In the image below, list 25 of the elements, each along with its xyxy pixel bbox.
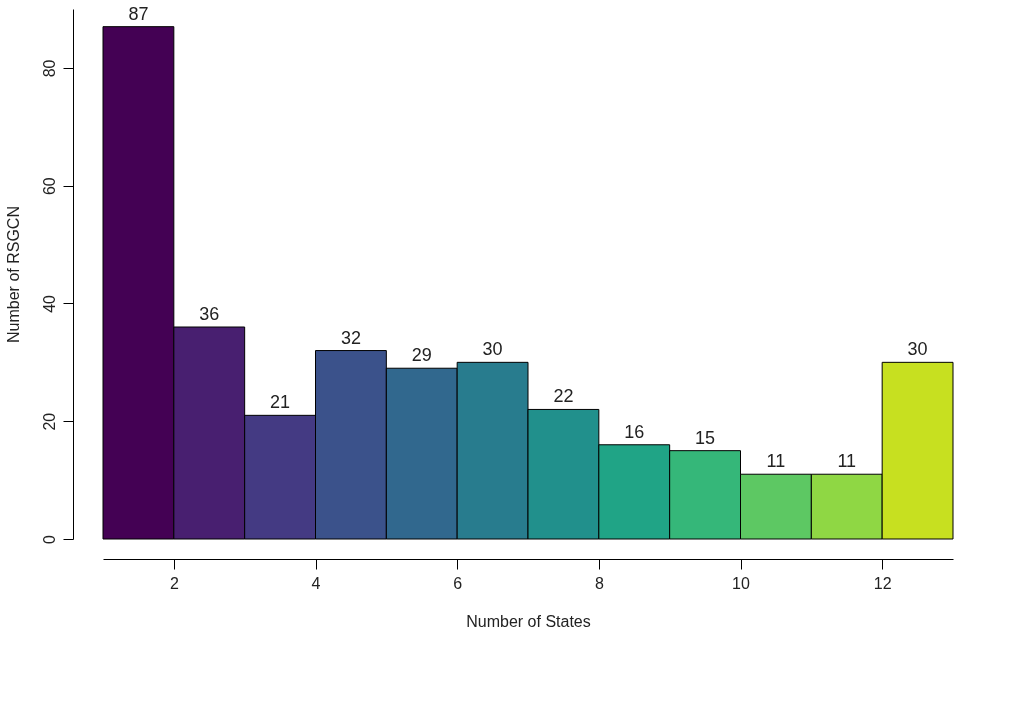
y-axis-title: Number of RSGCN: [4, 206, 22, 343]
x-tick-label: 12: [873, 574, 892, 592]
y-tick-label: 0: [40, 534, 58, 544]
y-tick-label: 20: [40, 412, 58, 431]
x-axis-title: Number of States: [466, 612, 591, 630]
data-label: 30: [907, 339, 928, 360]
data-label: 16: [624, 421, 645, 442]
data-label: 22: [553, 386, 574, 407]
y-tick-label: 60: [40, 177, 58, 196]
y-tick-label: 40: [40, 294, 58, 313]
data-label: 11: [766, 451, 786, 472]
x-tick-label: 6: [453, 574, 463, 592]
data-label: 15: [695, 427, 716, 448]
x-tick-label: 2: [169, 574, 179, 592]
data-label: 87: [128, 3, 149, 24]
data-label: 11: [837, 451, 857, 472]
x-tick-label: 10: [732, 574, 750, 592]
data-label: 36: [199, 304, 220, 324]
data-label: 29: [411, 345, 432, 366]
x-tick-label: 4: [311, 574, 321, 592]
data-label: 32: [340, 327, 361, 348]
data-label: 30: [482, 339, 503, 360]
x-tick-label: 8: [594, 574, 604, 592]
y-tick-label: 80: [40, 59, 58, 78]
data-label: 21: [270, 392, 291, 413]
